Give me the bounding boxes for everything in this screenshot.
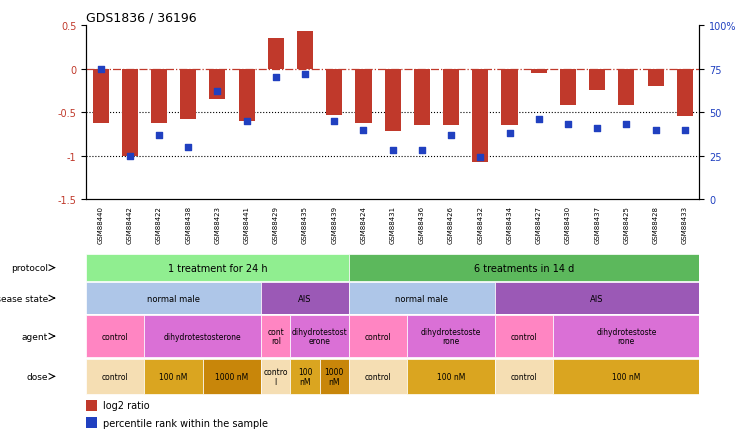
Point	[358, 127, 370, 134]
Point	[241, 118, 253, 125]
Bar	[355, 69, 372, 123]
Bar	[349, 316, 408, 357]
Bar	[472, 69, 488, 162]
Text: GDS1836 / 36196: GDS1836 / 36196	[86, 12, 197, 25]
Bar	[151, 69, 167, 123]
Bar	[93, 69, 108, 123]
Bar	[122, 69, 138, 156]
Bar	[144, 316, 261, 357]
Bar	[495, 283, 699, 314]
Text: 1000 nM: 1000 nM	[215, 372, 248, 381]
Point	[533, 116, 545, 123]
Text: 100 nM: 100 nM	[612, 372, 640, 381]
Point	[620, 122, 632, 128]
Point	[562, 122, 574, 128]
Point	[503, 130, 515, 137]
Bar	[554, 359, 699, 394]
Text: control: control	[511, 372, 538, 381]
Bar	[86, 316, 144, 357]
Text: dihydrotestoste
rone: dihydrotestoste rone	[596, 327, 657, 345]
Bar	[239, 69, 254, 122]
Bar	[495, 316, 554, 357]
Text: control: control	[365, 372, 391, 381]
Text: control: control	[365, 332, 391, 341]
Bar	[261, 359, 290, 394]
Point	[649, 127, 661, 134]
Text: 1 treatment for 24 h: 1 treatment for 24 h	[168, 263, 267, 273]
Bar	[209, 69, 225, 100]
Bar	[384, 69, 401, 132]
Bar	[677, 69, 693, 117]
Point	[474, 155, 486, 161]
Text: dihydrotestosterone: dihydrotestosterone	[164, 332, 242, 341]
Bar	[203, 359, 261, 394]
Text: percentile rank within the sample: percentile rank within the sample	[102, 418, 268, 427]
Bar	[443, 69, 459, 126]
Point	[678, 127, 690, 134]
Text: 1000
nM: 1000 nM	[325, 367, 344, 386]
Point	[387, 148, 399, 155]
Text: control: control	[102, 332, 129, 341]
Text: dihydrotestoste
rone: dihydrotestoste rone	[421, 327, 481, 345]
Point	[270, 75, 282, 82]
Point	[416, 148, 428, 155]
Text: AIS: AIS	[298, 294, 312, 303]
Bar	[648, 69, 663, 87]
Bar	[589, 69, 605, 91]
Text: normal male: normal male	[396, 294, 448, 303]
Bar	[619, 69, 634, 106]
Text: agent: agent	[22, 332, 48, 341]
Point	[124, 153, 136, 160]
Text: cont
rol: cont rol	[268, 327, 284, 345]
Bar	[86, 283, 261, 314]
Bar	[86, 417, 97, 428]
Text: normal male: normal male	[147, 294, 200, 303]
Bar	[86, 359, 144, 394]
Bar	[326, 69, 343, 115]
Bar	[349, 254, 699, 282]
Point	[328, 118, 340, 125]
Bar	[319, 359, 349, 394]
Text: 100 nM: 100 nM	[159, 372, 188, 381]
Bar	[408, 316, 495, 357]
Bar	[554, 316, 699, 357]
Point	[212, 89, 224, 95]
Point	[445, 132, 457, 139]
Bar	[261, 316, 290, 357]
Text: dose: dose	[27, 372, 48, 381]
Bar	[531, 69, 547, 74]
Text: 6 treatments in 14 d: 6 treatments in 14 d	[474, 263, 574, 273]
Bar	[290, 316, 349, 357]
Text: dihydrotestost
erone: dihydrotestost erone	[292, 327, 348, 345]
Text: contro
l: contro l	[263, 367, 288, 386]
Bar	[408, 359, 495, 394]
Bar	[86, 254, 349, 282]
Point	[153, 132, 165, 139]
Text: log2 ratio: log2 ratio	[102, 400, 149, 410]
Bar	[144, 359, 203, 394]
Bar	[86, 400, 97, 411]
Bar	[261, 283, 349, 314]
Bar	[349, 283, 495, 314]
Bar	[297, 32, 313, 69]
Point	[183, 144, 194, 151]
Bar	[290, 359, 319, 394]
Text: disease state: disease state	[0, 294, 48, 303]
Text: control: control	[511, 332, 538, 341]
Bar	[501, 69, 518, 126]
Text: 100
nM: 100 nM	[298, 367, 313, 386]
Text: protocol: protocol	[11, 263, 48, 273]
Text: AIS: AIS	[590, 294, 604, 303]
Bar	[495, 359, 554, 394]
Bar	[414, 69, 430, 126]
Bar	[180, 69, 196, 120]
Text: 100 nM: 100 nM	[437, 372, 465, 381]
Point	[95, 66, 107, 73]
Bar	[349, 359, 408, 394]
Bar	[268, 39, 284, 69]
Bar	[560, 69, 576, 106]
Point	[299, 71, 311, 78]
Point	[591, 125, 603, 132]
Text: control: control	[102, 372, 129, 381]
